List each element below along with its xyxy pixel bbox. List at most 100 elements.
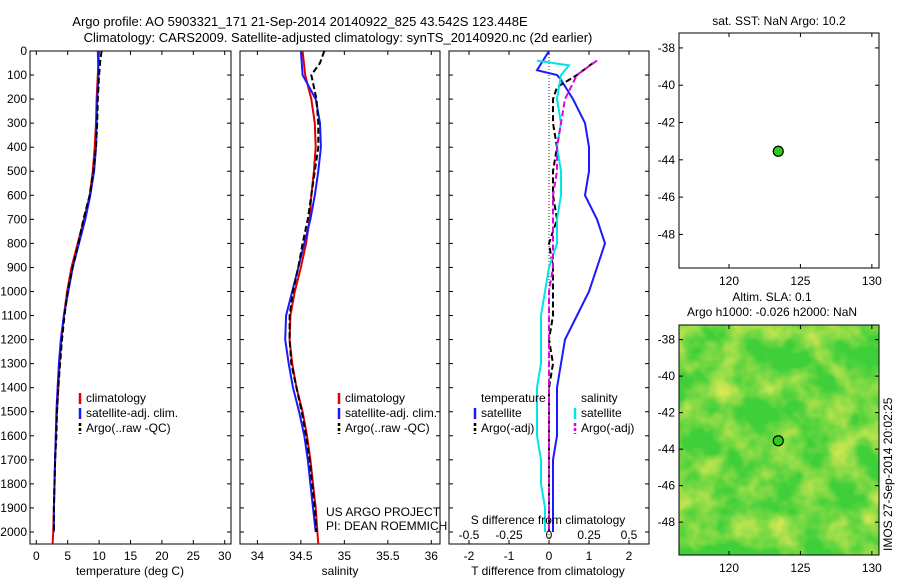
map-y-tick-label: -42 <box>658 116 676 130</box>
legend-label: Argo(..raw -QC) <box>345 421 430 435</box>
legend-label: satellite-adj. clim. <box>345 406 437 420</box>
s-diff-tick-label: 0.5 <box>621 528 638 542</box>
depth-tick-label: 0 <box>20 44 27 58</box>
map-x-tick-label: 130 <box>862 274 882 288</box>
salinity-panel: 34 34.5 35 35.5 36 salinity climatologysatel… <box>239 50 447 578</box>
sst-map-panel: sat. SST: NaN Argo: 10.2 120 125 130 -38 -40… <box>658 14 883 288</box>
x-tick-label: 35 <box>338 549 352 563</box>
x-tick-label: 15 <box>124 549 138 563</box>
legend-group-title: salinity <box>581 391 618 405</box>
sst-map-ticks: 120 125 130 -38 -40 -42 -44 -46 -48 <box>658 33 882 288</box>
series-line-salinity-satellite <box>536 59 571 532</box>
sla-map-ticks: 120 125 130 -38 -40 -42 -44 -46 -48 <box>658 325 882 575</box>
map-y-tick-label: -46 <box>658 190 676 204</box>
map-x-tick-label: 130 <box>862 561 882 575</box>
temperature-axes-frame <box>29 50 232 545</box>
map-y-tick-label: -44 <box>658 153 676 167</box>
x-tick-label: 34 <box>251 549 265 563</box>
series-line-salinity-argo-adj <box>548 59 598 532</box>
sst-map-marks <box>772 145 784 157</box>
legend-label: Argo(..raw -QC) <box>86 421 171 435</box>
legend-label: Argo(-adj) <box>581 421 634 435</box>
legend-label: satellite-adj. clim. <box>86 406 178 420</box>
x-tick-label: 34.5 <box>289 549 313 563</box>
series-line-argo-raw-qc <box>288 51 326 533</box>
difference-x-ticks: -2 -1 0 1 2 <box>464 51 633 563</box>
depth-tick-label: 800 <box>7 236 27 250</box>
series-line-temperature-satellite <box>535 51 607 532</box>
difference-top-xlabel: S difference from climatology <box>471 513 626 527</box>
depth-tick-label: 1500 <box>0 405 27 419</box>
depth-tick-label: 1700 <box>0 453 27 467</box>
depth-tick-label: 1900 <box>0 501 27 515</box>
pi-annotation: PI: DEAN ROEMMICH <box>326 519 447 533</box>
sla-map-title-line2: Argo h1000: -0.026 h2000: NaN <box>687 305 857 319</box>
sla-map-panel: Altim. SLA: 0.1 Argo h1000: -0.026 h2000… <box>658 290 883 575</box>
depth-tick-label: 400 <box>7 140 27 154</box>
salinity-y-tickmarks <box>240 50 440 533</box>
project-annotation: US ARGO PROJECT <box>326 505 441 519</box>
salinity-x-ticks: 34 34.5 35 35.5 36 <box>251 51 438 563</box>
x-tick-label: 20 <box>155 549 169 563</box>
s-diff-tick-label: -0.25 <box>495 528 523 542</box>
x-tick-label: 10 <box>92 549 106 563</box>
map-x-tick-label: 125 <box>790 274 810 288</box>
map-y-tick-label: -42 <box>658 406 676 420</box>
difference-panel: -2 -1 0 1 2 T difference from climatology S … <box>448 50 650 578</box>
salinity-axes-frame <box>239 50 441 545</box>
depth-tick-label: 2000 <box>0 525 27 539</box>
depth-tick-label: 1000 <box>0 284 27 298</box>
difference-legend: temperaturesatelliteArgo(-adj)salinitysa… <box>473 391 634 435</box>
map-x-tick-label: 120 <box>719 561 739 575</box>
depth-tick-label: 1400 <box>0 381 27 395</box>
x-tick-label: 25 <box>187 549 201 563</box>
argo-float-position-marker <box>772 435 784 447</box>
map-y-tick-label: -38 <box>658 333 676 347</box>
difference-xlabel: T difference from climatology <box>471 564 625 578</box>
depth-tick-label: 1600 <box>0 429 27 443</box>
s-diff-tick-label: 0.25 <box>577 528 601 542</box>
difference-y-tickmarks <box>449 50 649 533</box>
map-y-tick-label: -44 <box>658 442 676 456</box>
series-line-argo-raw-qc <box>52 51 103 532</box>
map-y-tick-label: -40 <box>658 369 676 383</box>
map-y-tick-label: -40 <box>658 78 676 92</box>
map-x-tick-label: 125 <box>790 561 810 575</box>
s-diff-tick-label: 0 <box>546 528 553 542</box>
sla-map-title-line1: Altim. SLA: 0.1 <box>732 290 812 304</box>
map-y-tick-label: -48 <box>658 515 676 529</box>
depth-tick-label: 1800 <box>0 477 27 491</box>
temperature-panel: 0100200300400500600700800900100011001200… <box>0 44 231 578</box>
x-tick-label: -1 <box>504 549 515 563</box>
figure-title-line1: Argo profile: AO 5903321_171 21-Sep-2014… <box>72 14 528 29</box>
salinity-series <box>284 51 326 544</box>
x-tick-label: 0 <box>546 549 553 563</box>
legend-label: satellite <box>581 406 622 420</box>
depth-tick-label: 300 <box>7 116 27 130</box>
x-tick-label: 35.5 <box>376 549 400 563</box>
x-tick-label: 0 <box>33 549 40 563</box>
depth-tick-label: 500 <box>7 164 27 178</box>
depth-tick-label: 700 <box>7 212 27 226</box>
legend-label: climatology <box>345 391 405 405</box>
x-tick-label: 1 <box>586 549 593 563</box>
depth-tick-label: 1200 <box>0 333 27 347</box>
legend-label: Argo(-adj) <box>481 421 534 435</box>
temperature-x-ticks: 0 5 10 15 20 25 30 <box>33 51 232 563</box>
depth-tick-label: 1100 <box>1 309 27 323</box>
depth-tick-label: 200 <box>7 92 27 106</box>
map-y-tick-label: -48 <box>658 227 676 241</box>
map-y-tick-label: -38 <box>658 41 676 55</box>
x-tick-label: -2 <box>464 549 475 563</box>
legend-label: climatology <box>86 391 146 405</box>
s-diff-tick-label: -0.5 <box>459 528 480 542</box>
difference-top-ticks: -0.5 -0.25 0 0.25 0.5 <box>459 528 638 542</box>
difference-series <box>535 51 607 532</box>
x-tick-label: 5 <box>64 549 71 563</box>
sla-map-marks <box>772 435 784 447</box>
temperature-xlabel: temperature (deg C) <box>76 564 184 578</box>
